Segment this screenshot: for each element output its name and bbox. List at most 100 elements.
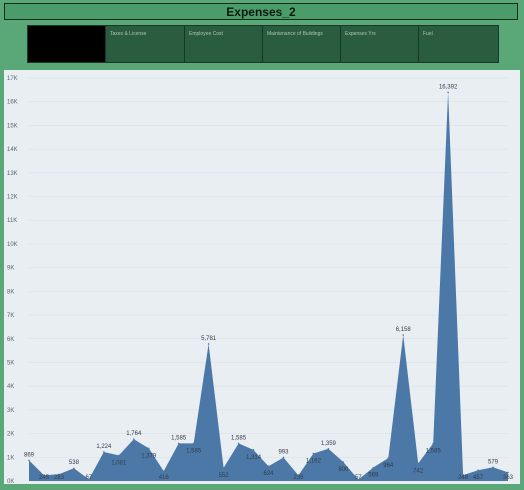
data-point: [372, 466, 375, 469]
tab-employee-cost[interactable]: Employee Cost: [185, 26, 263, 62]
data-point: [477, 469, 479, 471]
data-label: 1,585: [426, 448, 442, 454]
y-tick-label: 7K: [7, 313, 14, 319]
title-bar: Expenses_2: [4, 3, 518, 20]
tab-selected[interactable]: [28, 26, 106, 62]
y-tick-label: 1K: [7, 455, 14, 461]
data-label: 67: [86, 475, 93, 481]
data-point: [237, 442, 240, 445]
data-label: 552: [219, 473, 230, 479]
data-label: 363: [503, 475, 514, 481]
data-point: [147, 447, 150, 450]
y-tick-label: 3K: [7, 408, 14, 414]
data-point: [492, 466, 494, 469]
data-point: [207, 343, 210, 345]
y-tick-label: 13K: [7, 171, 18, 177]
data-point: [312, 452, 315, 455]
data-point: [252, 449, 255, 451]
data-label: 16,392: [439, 84, 458, 90]
data-label: 1,585: [186, 448, 202, 454]
data-point: [417, 462, 419, 465]
data-label: 1,359: [321, 441, 337, 447]
data-point: [327, 447, 330, 450]
tab-expenses-yrs[interactable]: Expenses Yrs: [341, 26, 419, 62]
data-label: 416: [159, 475, 170, 481]
tab-bar: Taxes & License Employee Cost Maintenanc…: [27, 25, 499, 63]
y-tick-label: 15K: [7, 123, 18, 129]
data-label: 1,379: [141, 453, 157, 459]
data-label: 993: [278, 449, 289, 455]
data-label: 1,585: [171, 435, 187, 441]
data-point: [222, 467, 225, 469]
data-point: [282, 456, 285, 459]
chart-panel: 0K 1K 2K 3K 4K 5K 6K 7K 8K 9K 10K 11K 12K 13K 14K 15K 16…: [4, 70, 520, 484]
y-tick-label: 0K: [7, 479, 14, 484]
data-point: [402, 334, 405, 336]
data-point: [177, 442, 180, 445]
data-label: 6,158: [396, 327, 412, 333]
tab-label: Employee Cost: [189, 31, 223, 37]
data-label: 1,081: [111, 460, 127, 466]
data-label: 1,314: [246, 455, 262, 461]
data-label: 569: [368, 473, 379, 479]
y-tick-label: 8K: [7, 289, 14, 295]
data-point: [462, 474, 464, 476]
tab-label: Taxes & License: [110, 31, 147, 37]
y-tick-label: 16K: [7, 100, 18, 106]
data-label: 538: [69, 460, 80, 466]
data-point: [28, 459, 30, 462]
y-tick-label: 17K: [7, 76, 18, 82]
data-label: 457: [473, 475, 484, 481]
tab-label: Maintenance of Buildings: [267, 31, 323, 37]
data-label: 283: [54, 475, 65, 481]
data-point: [192, 442, 195, 445]
data-label: 1,585: [231, 435, 247, 441]
data-label: 800: [338, 467, 349, 473]
data-label: 742: [413, 468, 424, 474]
data-point: [297, 474, 300, 477]
data-label: 964: [383, 463, 394, 469]
tab-maintenance-buildings[interactable]: Maintenance of Buildings: [263, 26, 341, 62]
data-label: 1,764: [126, 431, 142, 437]
data-label: 869: [24, 452, 35, 458]
data-point: [103, 451, 105, 453]
data-point: [507, 471, 509, 474]
data-label: 624: [263, 471, 274, 477]
data-label: 1,224: [96, 444, 112, 450]
tab-label: Expenses Yrs: [345, 31, 376, 37]
data-label: 245: [39, 475, 50, 481]
data-point: [447, 91, 449, 94]
y-tick-label: 5K: [7, 360, 14, 366]
data-label: 579: [488, 459, 499, 465]
data-point: [387, 457, 390, 459]
data-point: [118, 454, 120, 457]
data-point: [58, 473, 60, 476]
tab-fuel[interactable]: Fuel: [419, 26, 498, 62]
data-point: [342, 461, 345, 463]
data-point: [43, 474, 45, 476]
data-point: [432, 442, 434, 445]
data-point: [357, 478, 360, 481]
y-tick-label: 10K: [7, 242, 18, 248]
y-tick-label: 6K: [7, 337, 14, 343]
tab-taxes-license[interactable]: Taxes & License: [106, 26, 185, 62]
data-label: 235: [293, 475, 304, 481]
y-tick-label: 11K: [7, 218, 17, 224]
data-label: 5,781: [201, 336, 217, 342]
data-point: [73, 467, 75, 470]
y-tick-label: 2K: [7, 432, 14, 438]
data-label: 1,162: [306, 458, 322, 464]
tab-label: Fuel: [423, 31, 433, 37]
y-tick-label: 9K: [7, 266, 14, 272]
page-title: Expenses_2: [226, 4, 296, 19]
y-tick-label: 14K: [7, 147, 18, 153]
data-point: [88, 478, 90, 481]
data-label: 248: [458, 475, 469, 481]
data-point: [132, 438, 135, 440]
data-label: 57: [355, 475, 362, 481]
y-tick-label: 12K: [7, 195, 18, 201]
data-point: [267, 465, 270, 468]
data-point: [162, 470, 165, 472]
area-series: [29, 92, 508, 482]
area-chart: 0K 1K 2K 3K 4K 5K 6K 7K 8K 9K 10K 11K 12K 13K 14K 15K 16…: [7, 76, 514, 484]
